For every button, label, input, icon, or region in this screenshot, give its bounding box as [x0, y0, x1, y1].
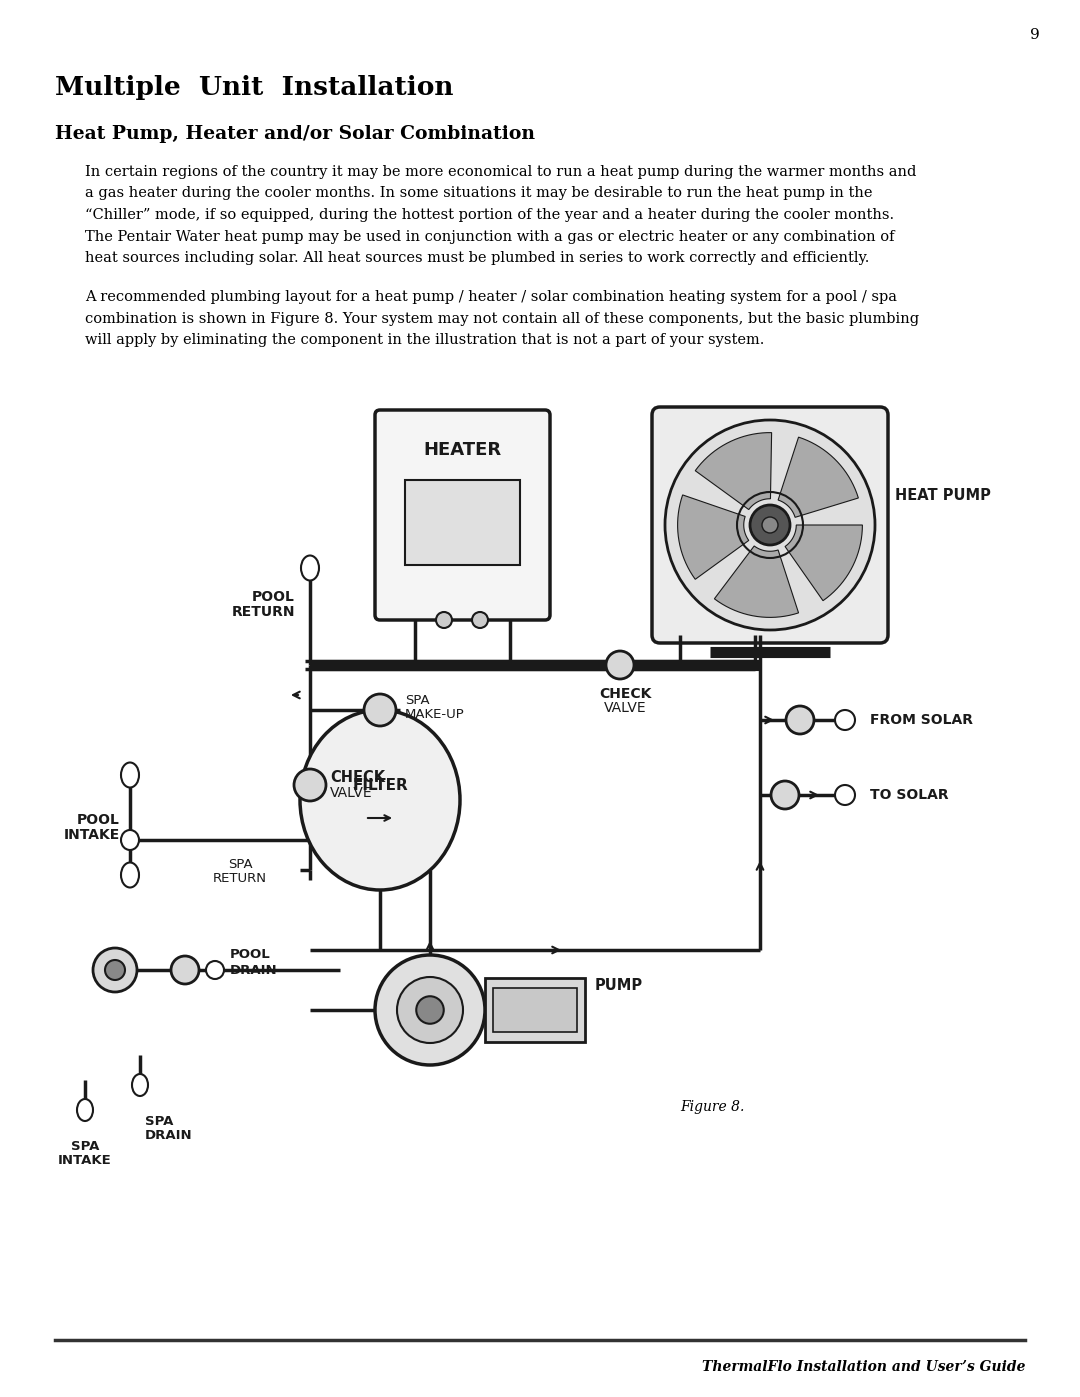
- Text: “Chiller” mode, if so equipped, during the hottest portion of the year and a hea: “Chiller” mode, if so equipped, during t…: [85, 208, 894, 222]
- Text: Figure 8.: Figure 8.: [680, 1099, 744, 1113]
- Ellipse shape: [132, 1074, 148, 1097]
- Text: a gas heater during the cooler months. In some situations it may be desirable to: a gas heater during the cooler months. I…: [85, 187, 873, 201]
- Circle shape: [472, 612, 488, 629]
- Text: RETURN: RETURN: [231, 605, 295, 619]
- Text: CHECK: CHECK: [598, 687, 651, 701]
- Text: heat sources including solar. All heat sources must be plumbed in series to work: heat sources including solar. All heat s…: [85, 251, 869, 265]
- Text: SPA: SPA: [71, 1140, 99, 1153]
- Text: will apply by eliminating the component in the illustration that is not a part o: will apply by eliminating the component …: [85, 332, 765, 346]
- Text: 9: 9: [1030, 28, 1040, 42]
- FancyBboxPatch shape: [375, 409, 550, 620]
- Text: A recommended plumbing layout for a heat pump / heater / solar combination heati: A recommended plumbing layout for a heat…: [85, 291, 897, 305]
- Circle shape: [93, 949, 137, 992]
- Bar: [492, 988, 577, 1032]
- Bar: [485, 978, 585, 1042]
- Circle shape: [294, 768, 326, 800]
- Text: INTAKE: INTAKE: [58, 1154, 112, 1166]
- Text: VALVE: VALVE: [604, 701, 646, 715]
- Ellipse shape: [835, 710, 855, 731]
- Circle shape: [171, 956, 199, 983]
- Text: DRAIN: DRAIN: [145, 1129, 192, 1141]
- Text: POOL: POOL: [230, 947, 271, 961]
- Text: SPA: SPA: [228, 858, 253, 870]
- Text: DRAIN: DRAIN: [230, 964, 278, 977]
- Text: PUMP: PUMP: [595, 978, 643, 992]
- Ellipse shape: [835, 785, 855, 805]
- Circle shape: [750, 504, 789, 545]
- Polygon shape: [785, 525, 863, 601]
- Text: MAKE-UP: MAKE-UP: [405, 708, 464, 721]
- Circle shape: [105, 960, 125, 981]
- Ellipse shape: [121, 830, 139, 849]
- Circle shape: [416, 996, 444, 1024]
- Bar: [405, 481, 519, 564]
- Text: FILTER: FILTER: [352, 778, 408, 792]
- Circle shape: [771, 781, 799, 809]
- Text: SPA: SPA: [405, 693, 430, 707]
- Text: SPA: SPA: [145, 1115, 174, 1127]
- Text: ThermalFlo Installation and User’s Guide: ThermalFlo Installation and User’s Guide: [702, 1361, 1025, 1375]
- Circle shape: [786, 705, 814, 733]
- Circle shape: [436, 612, 453, 629]
- Text: combination is shown in Figure 8. Your system may not contain all of these compo: combination is shown in Figure 8. Your s…: [85, 312, 919, 326]
- Polygon shape: [714, 546, 798, 617]
- Text: TO SOLAR: TO SOLAR: [870, 788, 948, 802]
- Ellipse shape: [300, 710, 460, 890]
- FancyBboxPatch shape: [652, 407, 888, 643]
- Circle shape: [375, 956, 485, 1065]
- Polygon shape: [677, 495, 748, 580]
- Ellipse shape: [121, 862, 139, 887]
- Text: FROM SOLAR: FROM SOLAR: [870, 712, 973, 726]
- Ellipse shape: [301, 556, 319, 581]
- Polygon shape: [778, 437, 859, 517]
- Text: The Pentair Water heat pump may be used in conjunction with a gas or electric he: The Pentair Water heat pump may be used …: [85, 229, 894, 243]
- Circle shape: [665, 420, 875, 630]
- Circle shape: [397, 977, 463, 1044]
- Text: HEAT PUMP: HEAT PUMP: [895, 488, 990, 503]
- Text: In certain regions of the country it may be more economical to run a heat pump d: In certain regions of the country it may…: [85, 165, 916, 179]
- Circle shape: [606, 651, 634, 679]
- Text: VALVE: VALVE: [330, 787, 373, 800]
- Ellipse shape: [77, 1099, 93, 1120]
- Text: POOL: POOL: [77, 813, 120, 827]
- Text: Multiple  Unit  Installation: Multiple Unit Installation: [55, 75, 454, 101]
- Text: Heat Pump, Heater and/or Solar Combination: Heat Pump, Heater and/or Solar Combinati…: [55, 124, 535, 142]
- Text: CHECK: CHECK: [330, 770, 386, 785]
- Text: HEATER: HEATER: [423, 441, 501, 460]
- Circle shape: [364, 694, 396, 726]
- Text: RETURN: RETURN: [213, 872, 267, 886]
- Polygon shape: [696, 433, 771, 510]
- Ellipse shape: [121, 763, 139, 788]
- Circle shape: [762, 517, 778, 534]
- Text: POOL: POOL: [252, 590, 295, 604]
- Ellipse shape: [206, 961, 224, 979]
- Text: INTAKE: INTAKE: [64, 828, 120, 842]
